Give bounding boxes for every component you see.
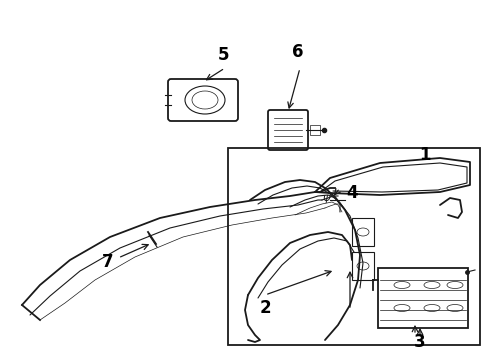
Text: 6: 6 (292, 43, 304, 61)
Text: 5: 5 (217, 46, 229, 64)
Bar (378, 268, 468, 328)
Text: 2: 2 (259, 299, 271, 317)
Text: 1: 1 (419, 146, 431, 164)
Bar (228, 148, 480, 345)
Bar (352, 252, 374, 280)
Bar (352, 218, 374, 246)
Bar (310, 125, 320, 135)
Text: Ψ: Ψ (322, 195, 330, 205)
Text: 4: 4 (346, 184, 358, 202)
Text: 7: 7 (102, 253, 114, 271)
Text: 3: 3 (414, 333, 426, 351)
